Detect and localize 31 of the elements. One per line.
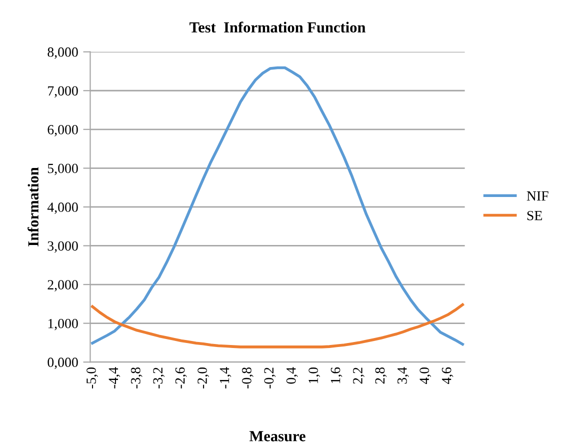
- x-tick-label: -0,2: [264, 368, 276, 388]
- x-tick-label: -5,0: [86, 367, 98, 388]
- y-tick-label: 5,000: [48, 164, 78, 176]
- y-tick-label: 3,000: [48, 241, 78, 253]
- y-tick-label: 1,000: [48, 318, 78, 330]
- y-tick-label: 6,000: [48, 124, 78, 136]
- x-tick-label: -1,4: [220, 367, 232, 388]
- x-tick-label: 0,4: [286, 367, 298, 384]
- x-tick-label: 1,0: [308, 367, 320, 384]
- chart-title: Test Information Function: [190, 22, 366, 33]
- y-tick-label: 2,000: [48, 280, 78, 292]
- y-tick-label: 8,000: [48, 47, 78, 59]
- y-axis-title: Information: [28, 167, 39, 246]
- legend-label: NIF: [526, 191, 548, 201]
- legend-label: SE: [527, 210, 542, 220]
- x-tick-label: -2,6: [175, 367, 187, 388]
- x-tick-label: -0,8: [242, 367, 254, 388]
- y-tick-label: 7,000: [48, 86, 78, 98]
- y-tick-label: 0,000: [48, 358, 78, 370]
- x-tick-label: 2,8: [375, 367, 387, 384]
- x-tick-label: -3,8: [130, 367, 142, 388]
- x-tick-label: -2,0: [198, 367, 209, 388]
- x-tick-label: 2,2: [353, 368, 364, 384]
- x-tick-label: 4,6: [442, 367, 454, 384]
- x-tick-label: -3,2: [153, 368, 165, 388]
- x-tick-label: -4,4: [108, 367, 120, 388]
- x-tick-label: 1,6: [330, 367, 342, 384]
- x-tick-label: 4,0: [420, 367, 432, 384]
- y-tick-label: 4,000: [47, 202, 78, 214]
- x-axis-title: Measure: [249, 431, 306, 442]
- x-tick-label: 3,4: [397, 367, 409, 384]
